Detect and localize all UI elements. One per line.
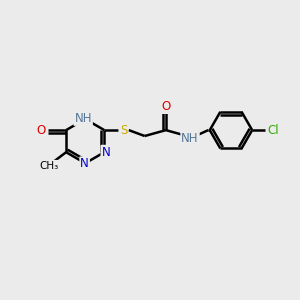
Text: NH: NH xyxy=(74,112,92,125)
Text: O: O xyxy=(37,124,46,136)
Text: N: N xyxy=(80,157,89,170)
Text: S: S xyxy=(120,124,127,136)
Text: O: O xyxy=(161,100,170,113)
Text: CH₃: CH₃ xyxy=(40,161,59,171)
Text: Cl: Cl xyxy=(267,124,279,136)
Text: H: H xyxy=(82,113,89,123)
Text: N: N xyxy=(101,146,110,159)
Text: NH: NH xyxy=(181,133,199,146)
